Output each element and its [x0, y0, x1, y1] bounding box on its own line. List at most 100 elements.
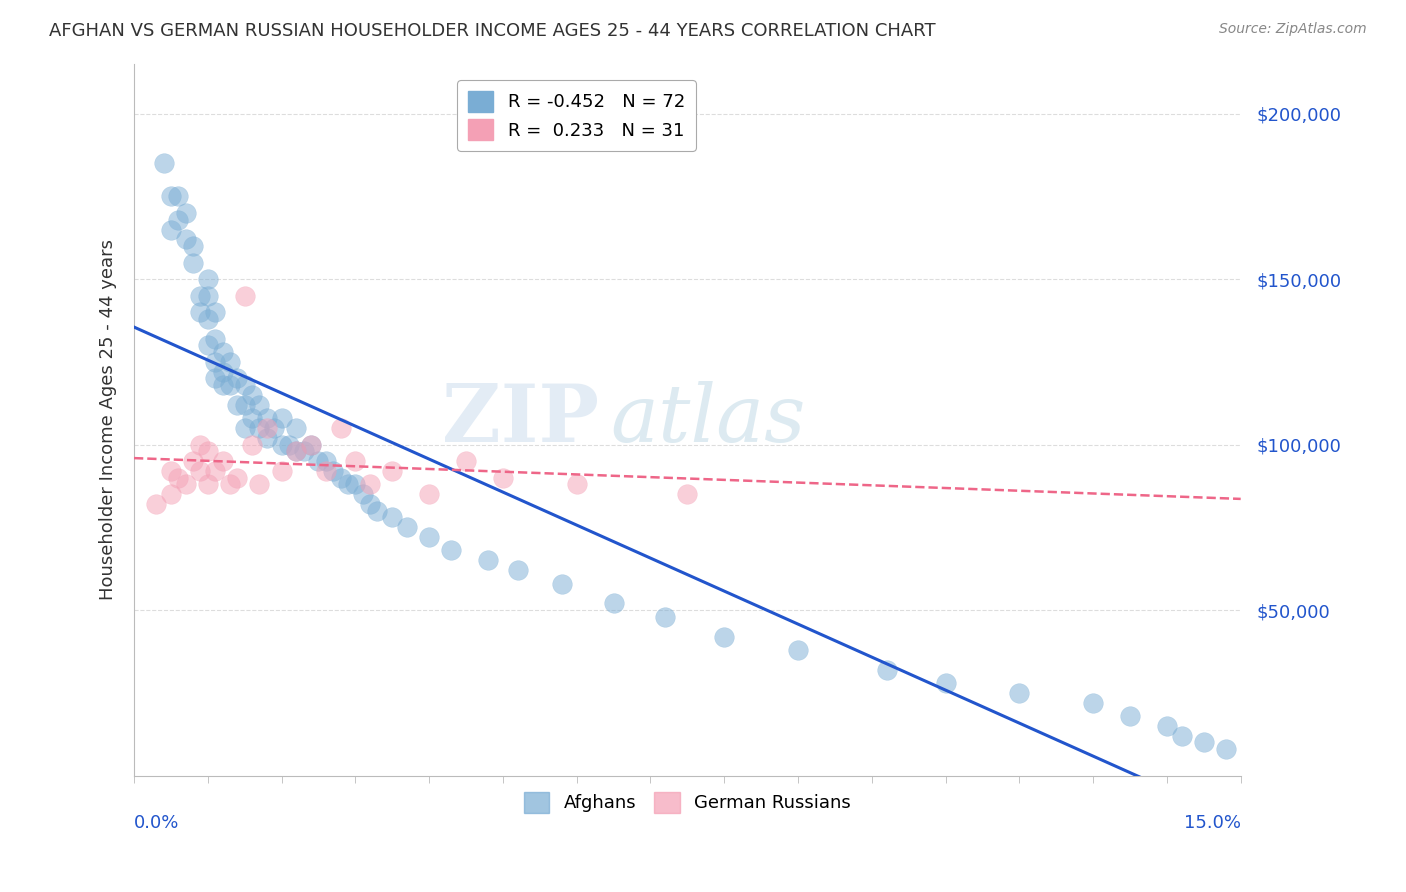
Point [181, 454, 204, 468]
Point [181, 239, 204, 253]
Point [197, 444, 219, 458]
Point [240, 437, 263, 451]
Point [787, 642, 810, 657]
Point [190, 464, 212, 478]
Point [167, 212, 190, 227]
Point [381, 510, 404, 524]
Point [285, 444, 308, 458]
Point [263, 421, 285, 435]
Point [204, 305, 226, 319]
Point [160, 222, 183, 236]
Point [226, 371, 249, 385]
Point [329, 421, 352, 435]
Point [174, 232, 197, 246]
Point [299, 437, 322, 451]
Point [329, 471, 352, 485]
Point [233, 288, 256, 302]
Text: 0.0%: 0.0% [134, 814, 180, 832]
Point [249, 421, 271, 435]
Point [190, 305, 212, 319]
Point [322, 464, 344, 478]
Point [1192, 735, 1215, 749]
Point [167, 471, 190, 485]
Point [1081, 696, 1104, 710]
Point [352, 487, 374, 501]
Point [935, 676, 957, 690]
Point [344, 454, 367, 468]
Point [174, 477, 197, 491]
Point [211, 345, 233, 359]
Legend: Afghans, German Russians: Afghans, German Russians [516, 785, 858, 820]
Point [1119, 709, 1142, 723]
Point [418, 487, 440, 501]
Point [197, 272, 219, 286]
Point [359, 497, 381, 511]
Point [219, 355, 242, 369]
Point [145, 497, 167, 511]
Point [359, 477, 381, 491]
Point [240, 411, 263, 425]
Point [492, 471, 515, 485]
Point [366, 504, 388, 518]
Point [226, 398, 249, 412]
Point [381, 464, 404, 478]
Point [278, 437, 301, 451]
Point [395, 520, 418, 534]
Point [160, 487, 183, 501]
Point [204, 332, 226, 346]
Point [256, 421, 278, 435]
Point [233, 421, 256, 435]
Point [1156, 719, 1178, 733]
Point [440, 543, 463, 558]
Point [190, 288, 212, 302]
Point [256, 411, 278, 425]
Point [152, 156, 174, 170]
Point [454, 454, 477, 468]
Point [344, 477, 367, 491]
Point [1008, 686, 1031, 700]
Point [285, 421, 308, 435]
Point [292, 444, 315, 458]
Point [197, 288, 219, 302]
Y-axis label: Householder Income Ages 25 - 44 years: Householder Income Ages 25 - 44 years [100, 239, 117, 600]
Point [602, 597, 624, 611]
Point [197, 477, 219, 491]
Point [336, 477, 359, 491]
Point [1215, 742, 1237, 756]
Point [204, 371, 226, 385]
Point [249, 477, 271, 491]
Point [167, 189, 190, 203]
Point [506, 563, 529, 577]
Point [219, 477, 242, 491]
Point [181, 255, 204, 269]
Point [418, 530, 440, 544]
Point [676, 487, 699, 501]
Point [190, 437, 212, 451]
Point [299, 437, 322, 451]
Point [876, 663, 898, 677]
Text: ZIP: ZIP [441, 381, 599, 458]
Point [160, 189, 183, 203]
Point [249, 398, 271, 412]
Text: AFGHAN VS GERMAN RUSSIAN HOUSEHOLDER INCOME AGES 25 - 44 YEARS CORRELATION CHART: AFGHAN VS GERMAN RUSSIAN HOUSEHOLDER INC… [49, 22, 936, 40]
Point [654, 609, 676, 624]
Point [1170, 729, 1192, 743]
Point [270, 437, 292, 451]
Point [204, 355, 226, 369]
Point [315, 454, 337, 468]
Point [160, 464, 183, 478]
Point [285, 444, 308, 458]
Point [174, 206, 197, 220]
Point [551, 576, 574, 591]
Point [197, 311, 219, 326]
Point [233, 378, 256, 392]
Point [565, 477, 588, 491]
Point [226, 471, 249, 485]
Point [211, 454, 233, 468]
Point [211, 365, 233, 379]
Text: atlas: atlas [610, 381, 806, 458]
Point [477, 553, 499, 567]
Point [270, 464, 292, 478]
Text: Source: ZipAtlas.com: Source: ZipAtlas.com [1219, 22, 1367, 37]
Point [197, 338, 219, 352]
